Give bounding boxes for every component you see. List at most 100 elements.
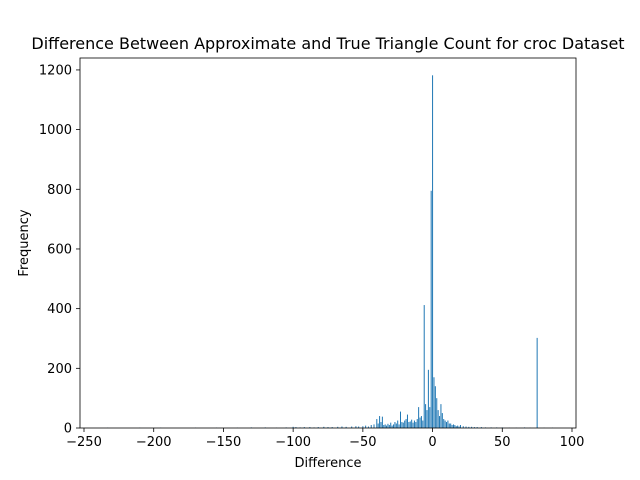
- histogram-bar: [462, 426, 464, 428]
- histogram-bar: [373, 424, 375, 428]
- histogram-bar: [331, 427, 333, 428]
- histogram-bar: [459, 425, 461, 428]
- histogram-bar: [457, 425, 459, 428]
- histogram-bar: [454, 425, 456, 428]
- histogram-bar: [420, 416, 422, 428]
- histogram-bar: [362, 426, 364, 428]
- histogram-bar: [419, 417, 421, 428]
- histogram-bar: [303, 427, 305, 428]
- histogram-bar: [436, 398, 438, 428]
- histogram-bar: [309, 427, 311, 428]
- histogram-bar: [476, 427, 478, 428]
- histogram-bar: [398, 424, 400, 428]
- histogram-bar: [383, 425, 385, 428]
- histogram-bar: [444, 420, 446, 428]
- histogram-bar: [426, 410, 428, 428]
- histogram-bar: [465, 426, 467, 428]
- histogram-bar: [355, 426, 357, 428]
- histogram-bar: [443, 419, 445, 428]
- histogram-bar: [380, 422, 382, 428]
- histogram-bar: [323, 426, 325, 428]
- chart-title: Difference Between Approximate and True …: [31, 34, 624, 53]
- histogram-bar: [295, 427, 297, 428]
- histogram-bar: [458, 426, 460, 428]
- plot-frame: [79, 57, 577, 429]
- histogram-bar: [450, 423, 452, 428]
- histogram-bar: [409, 421, 411, 428]
- x-tick-label: −150: [206, 435, 242, 450]
- histogram-bar: [292, 426, 294, 428]
- histogram-bar: [379, 416, 381, 428]
- histogram-bar: [430, 190, 432, 428]
- histogram-bar: [439, 416, 441, 428]
- x-tick-label: 50: [494, 435, 511, 450]
- histogram-bar: [429, 407, 431, 428]
- histogram-bar: [432, 75, 434, 428]
- y-tick-label: 800: [47, 183, 72, 198]
- y-tick-label: 0: [64, 422, 72, 437]
- histogram-bar: [411, 419, 413, 428]
- histogram-bar: [433, 377, 435, 428]
- histogram-bar: [358, 426, 360, 428]
- histogram-bar: [377, 423, 379, 428]
- x-tick-label: −200: [136, 435, 172, 450]
- y-tick-label: 1000: [39, 123, 72, 138]
- histogram-bar: [367, 426, 369, 428]
- histogram-bar: [405, 419, 407, 428]
- histogram-bar: [418, 407, 420, 428]
- histogram-bar: [376, 419, 378, 428]
- histogram-bar: [446, 422, 448, 428]
- histogram-bar: [381, 416, 383, 428]
- bars-group: [107, 75, 553, 428]
- histogram-bar: [395, 423, 397, 428]
- histogram-bar: [400, 411, 401, 428]
- histogram-bar: [341, 426, 343, 428]
- histogram-bar: [370, 425, 372, 428]
- y-tick-label: 1200: [39, 63, 72, 78]
- histogram-bar: [427, 369, 429, 428]
- histogram-bar: [386, 425, 388, 428]
- histogram-bar: [473, 427, 475, 428]
- histogram-bar: [402, 422, 404, 428]
- histogram-bar: [468, 426, 470, 428]
- x-tick-label: 0: [428, 435, 436, 450]
- histogram-bar: [397, 420, 399, 428]
- histogram-bar: [441, 413, 443, 428]
- histogram-bar: [422, 420, 424, 428]
- histogram-bar: [452, 424, 454, 428]
- histogram-bar: [455, 426, 457, 428]
- y-axis-label: Frequency: [17, 209, 32, 276]
- histogram-bar: [437, 410, 439, 428]
- histogram-bar: [415, 422, 417, 428]
- histogram-bar: [406, 414, 408, 428]
- x-tick-label: −250: [66, 435, 102, 450]
- histogram-bar: [394, 422, 396, 428]
- histogram-bar: [447, 420, 449, 428]
- y-tick-label: 600: [47, 242, 72, 257]
- histogram-bar: [390, 422, 392, 428]
- x-tick-label: −50: [349, 435, 376, 450]
- histogram-bar: [480, 427, 482, 428]
- histogram-bar: [448, 423, 450, 428]
- x-axis-label: Difference: [294, 456, 361, 471]
- y-tick-label: 200: [47, 362, 72, 377]
- histogram-bar: [471, 426, 473, 428]
- histogram-bar: [384, 424, 386, 428]
- x-axis-ticks: −250 −200 −150 −100 −50 0 50 100: [66, 428, 584, 450]
- histogram-bar: [412, 422, 414, 428]
- histogram-bar: [423, 305, 425, 428]
- histogram-bar: [408, 422, 410, 428]
- histogram-bar: [388, 425, 390, 428]
- histogram-bar: [401, 422, 403, 428]
- histogram-bar: [387, 423, 389, 428]
- histogram-bar: [536, 337, 538, 428]
- histogram-bar: [365, 425, 367, 428]
- histogram-bar: [416, 419, 418, 428]
- y-tick-label: 400: [47, 302, 72, 317]
- histogram-bar: [393, 424, 395, 428]
- histogram-bar: [317, 427, 319, 428]
- histogram-bar: [413, 420, 415, 428]
- histogram-bar: [351, 426, 353, 428]
- x-tick-label: −100: [275, 435, 311, 450]
